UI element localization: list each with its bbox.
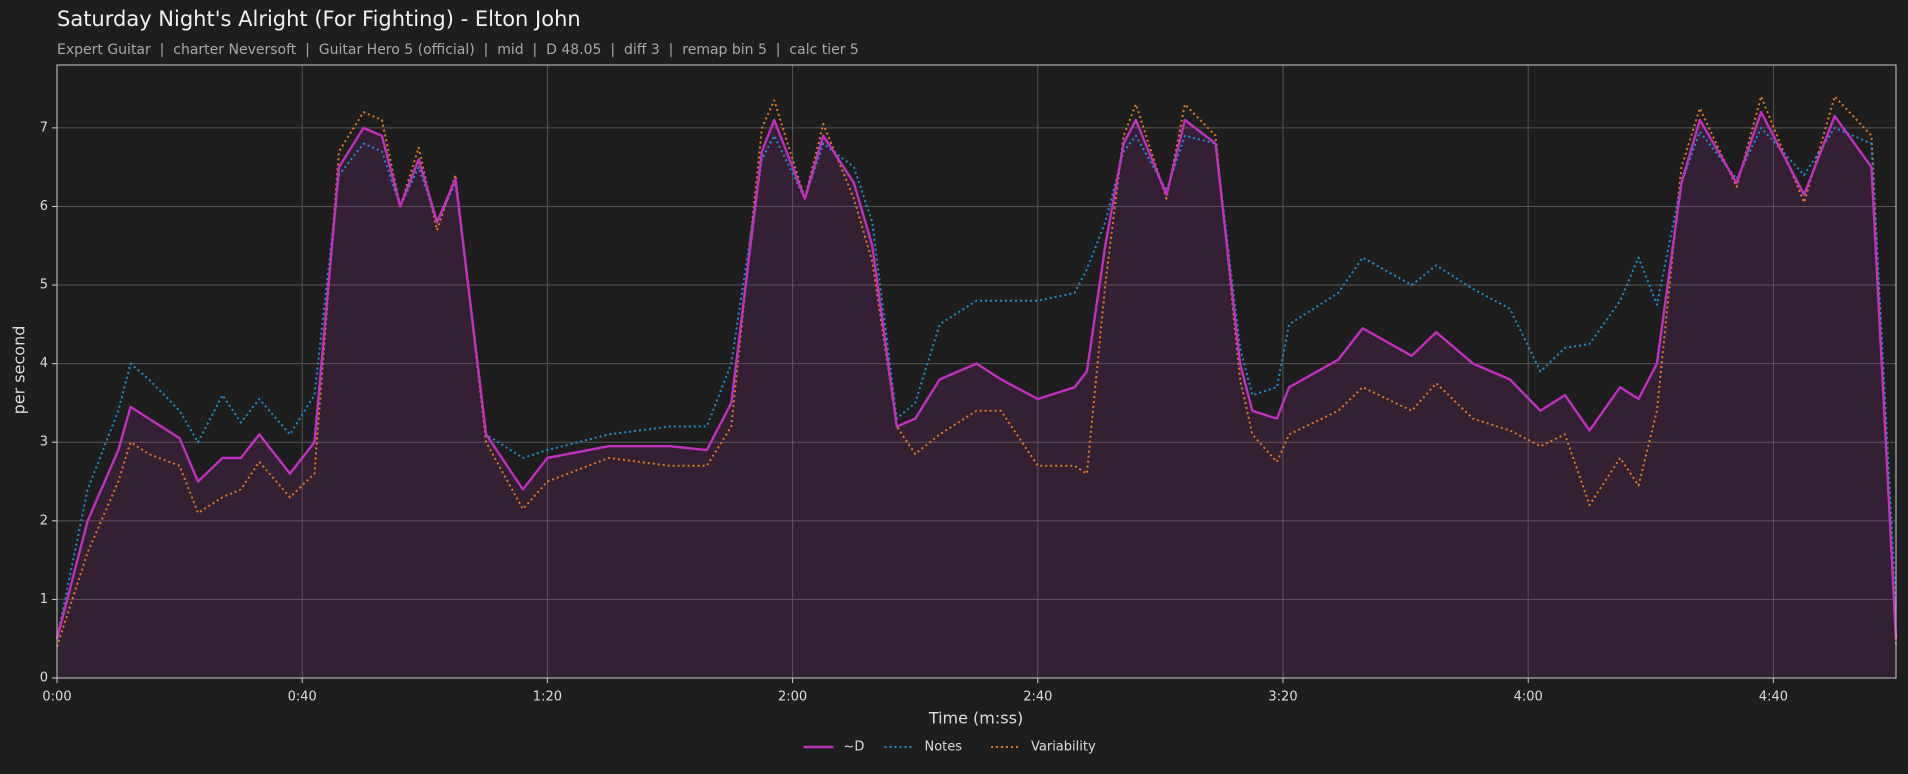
line (56, 95, 1897, 647)
y-axis-label: per second (10, 326, 29, 415)
y-tick-label: 4 (40, 356, 48, 371)
y-tick-label: 7 (40, 120, 48, 135)
x-tick-label: 4:40 (1759, 690, 1788, 705)
legend-label: Notes (925, 740, 963, 755)
y-tick-label: 5 (40, 278, 48, 293)
y-tick-label: 3 (40, 435, 48, 450)
x-tick-label: 1:20 (533, 690, 562, 705)
chart-subtitle: Expert Guitar | charter Neversoft | Guit… (57, 42, 859, 58)
x-tick-label: 0:00 (42, 690, 71, 705)
legend-label: ~D (844, 740, 865, 755)
x-tick-label: 0:40 (288, 690, 317, 705)
x-axis-label: Time (m:ss) (928, 709, 1023, 728)
x-tick-label: 4:00 (1514, 690, 1543, 705)
area (57, 112, 1896, 678)
line (55, 110, 1898, 640)
legend-label: Variability (1031, 740, 1096, 755)
y-tick-label: 2 (40, 513, 48, 528)
y-tick-label: 6 (40, 199, 48, 214)
plot-frame (56, 64, 1897, 679)
x-tick-label: 2:00 (778, 690, 807, 705)
y-tick-label: 1 (40, 592, 48, 607)
chart-title: Saturday Night's Alright (For Fighting) … (57, 7, 581, 31)
x-tick-label: 2:40 (1023, 690, 1052, 705)
y-tick-label: 0 (40, 671, 48, 686)
x-tick-label: 3:20 (1268, 690, 1297, 705)
